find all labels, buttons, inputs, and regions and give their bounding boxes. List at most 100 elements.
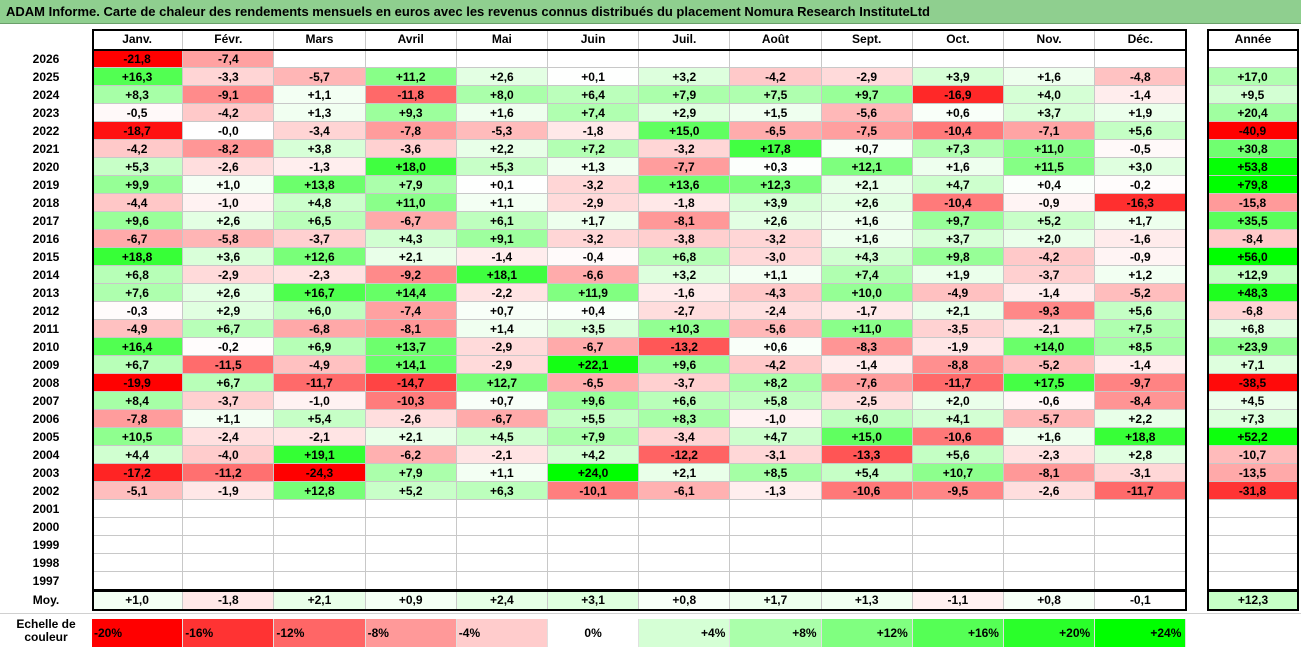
annual-cell: +7,1: [1207, 356, 1299, 374]
heatmap-cell: +6,5: [274, 212, 366, 230]
heatmap-cell: +7,6: [92, 284, 184, 302]
heatmap-cell: +1,1: [183, 410, 275, 428]
heatmap-cell: [912, 50, 1004, 68]
month-header: Déc.: [1095, 29, 1187, 50]
heatmap-cell: -6,1: [639, 482, 731, 500]
heatmap-cell: +7,5: [1095, 320, 1187, 338]
heatmap-cell: [456, 572, 548, 590]
heatmap-cell: +2,0: [1004, 230, 1096, 248]
heatmap-cell: +7,9: [548, 428, 640, 446]
heatmap-cell: -5,6: [821, 104, 913, 122]
heatmap-cell: +19,1: [274, 446, 366, 464]
heatmap-cell: -6,6: [548, 266, 640, 284]
heatmap-cell: [365, 500, 457, 518]
heatmap-cell: +1,9: [1095, 104, 1187, 122]
color-scale-swatch: +16%: [912, 619, 1004, 647]
average-label: Moy.: [0, 590, 92, 610]
heatmap-cell: -1,0: [730, 410, 822, 428]
heatmap-cell: [639, 554, 731, 572]
heatmap-cell: +5,3: [456, 158, 548, 176]
heatmap-cell: -4,2: [92, 140, 184, 158]
heatmap-cell: -1,9: [912, 338, 1004, 356]
heatmap-cell: [548, 536, 640, 554]
heatmap-cell: +2,9: [639, 104, 731, 122]
heatmap-cell: -7,8: [365, 122, 457, 140]
heatmap-cell: +8,0: [456, 86, 548, 104]
heatmap-cell: [1004, 50, 1096, 68]
heatmap-cell: -2,9: [821, 68, 913, 86]
heatmap-cell: -2,1: [274, 428, 366, 446]
heatmap-cell: +18,1: [456, 266, 548, 284]
heatmap-cell: [274, 554, 366, 572]
heatmap-cell: -8,2: [183, 140, 275, 158]
heatmap-cell: [274, 500, 366, 518]
heatmap-cell: +3,5: [548, 320, 640, 338]
year-label: 2025: [0, 68, 92, 86]
heatmap-cell: +2,6: [183, 284, 275, 302]
heatmap-cell: +2,6: [456, 68, 548, 86]
color-scale-label-line: couleur: [24, 630, 68, 644]
heatmap-cell: +18,8: [1095, 428, 1187, 446]
heatmap-cell: +1,9: [912, 266, 1004, 284]
heatmap-cell: -8,3: [821, 338, 913, 356]
heatmap-cell: +11,5: [1004, 158, 1096, 176]
heatmap-cell: +1,1: [456, 464, 548, 482]
heatmap-cell: -1,4: [456, 248, 548, 266]
heatmap-cell: [183, 500, 275, 518]
heatmap-cell: -12,2: [639, 446, 731, 464]
heatmap-cell: -2,5: [821, 392, 913, 410]
heatmap-cell: -5,7: [274, 68, 366, 86]
heatmap-cell: -10,4: [912, 194, 1004, 212]
heatmap-cell: -7,4: [365, 302, 457, 320]
heatmap-cell: -7,1: [1004, 122, 1096, 140]
annual-cell: +12,9: [1207, 266, 1299, 284]
heatmap-cell: [1004, 500, 1096, 518]
heatmap-cell: [730, 518, 822, 536]
heatmap-cell: +9,8: [912, 248, 1004, 266]
heatmap-cell: -2,3: [1004, 446, 1096, 464]
heatmap-cell: +4,7: [912, 176, 1004, 194]
page-title: ADAM Informe. Carte de chaleur des rende…: [0, 0, 1301, 24]
heatmap-cell: +9,9: [92, 176, 184, 194]
heatmap-cell: +3,9: [912, 68, 1004, 86]
heatmap-cell: +5,2: [1004, 212, 1096, 230]
heatmap-cell: [365, 518, 457, 536]
average-cell: +3,1: [548, 590, 640, 610]
heatmap-cell: +6,0: [821, 410, 913, 428]
heatmap-cell: +1,7: [1095, 212, 1187, 230]
heatmap-cell: [639, 536, 731, 554]
heatmap-cell: +1,0: [183, 176, 275, 194]
annual-cell: +53,8: [1207, 158, 1299, 176]
heatmap-cell: +5,8: [730, 392, 822, 410]
heatmap-cell: -9,1: [183, 86, 275, 104]
annual-cell: +17,0: [1207, 68, 1299, 86]
heatmap-cell: +16,4: [92, 338, 184, 356]
annual-cell: +4,5: [1207, 392, 1299, 410]
heatmap-cell: +10,0: [821, 284, 913, 302]
heatmap-cell: +0,6: [730, 338, 822, 356]
color-scale-swatch: +12%: [821, 619, 913, 647]
heatmap-cell: [1095, 572, 1187, 590]
heatmap-cell: +0,1: [548, 68, 640, 86]
annual-cell: -38,5: [1207, 374, 1299, 392]
heatmap-cell: [639, 500, 731, 518]
heatmap-cell: +9,6: [92, 212, 184, 230]
year-label: 2001: [0, 500, 92, 518]
heatmap-cell: +14,4: [365, 284, 457, 302]
scale-separator: [0, 613, 1301, 614]
heatmap-cell: -10,4: [912, 122, 1004, 140]
heatmap-cell: +6,8: [92, 266, 184, 284]
heatmap-cell: +11,0: [1004, 140, 1096, 158]
heatmap-cell: [912, 554, 1004, 572]
heatmap-cell: +4,0: [1004, 86, 1096, 104]
heatmap-cell: -1,0: [183, 194, 275, 212]
heatmap-cell: +2,0: [912, 392, 1004, 410]
heatmap-cell: [730, 536, 822, 554]
heatmap-cell: +5,5: [548, 410, 640, 428]
heatmap-cell: -17,2: [92, 464, 184, 482]
heatmap-cell: [730, 500, 822, 518]
annual-cell: +23,9: [1207, 338, 1299, 356]
heatmap-cell: [639, 572, 731, 590]
heatmap-cell: -1,6: [639, 284, 731, 302]
heatmap-cell: [456, 50, 548, 68]
